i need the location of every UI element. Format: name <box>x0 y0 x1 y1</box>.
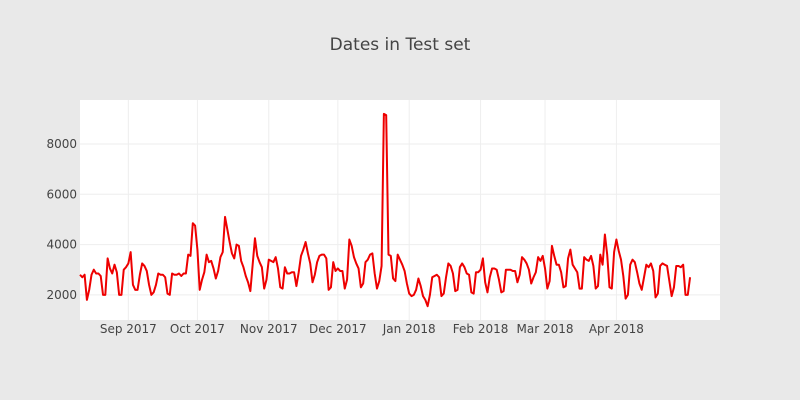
x-tick-label: Sep 2017 <box>100 322 157 336</box>
y-tick-label: 8000 <box>46 137 77 151</box>
x-tick-label: Dec 2017 <box>309 322 367 336</box>
y-tick-label: 2000 <box>46 288 77 302</box>
x-tick-label: Apr 2018 <box>589 322 644 336</box>
x-tick-label: Mar 2018 <box>517 322 574 336</box>
series-layer <box>79 112 692 308</box>
y-tick-label: 6000 <box>46 187 77 201</box>
x-tick-label: Feb 2018 <box>453 322 509 336</box>
x-tick-label: Oct 2017 <box>170 322 225 336</box>
series-line <box>79 112 692 308</box>
x-tick-label: Nov 2017 <box>240 322 298 336</box>
grid <box>80 100 720 320</box>
y-axis-ticks: 2000 4000 6000 8000 <box>46 137 77 302</box>
y-tick-label: 4000 <box>46 238 77 252</box>
x-tick-label: Jan 2018 <box>382 322 436 336</box>
plot-area <box>80 100 720 320</box>
x-axis-ticks: Sep 2017 Oct 2017 Nov 2017 Dec 2017 Jan 2018… <box>100 322 644 336</box>
chart-title: Dates in Test set <box>330 35 471 55</box>
